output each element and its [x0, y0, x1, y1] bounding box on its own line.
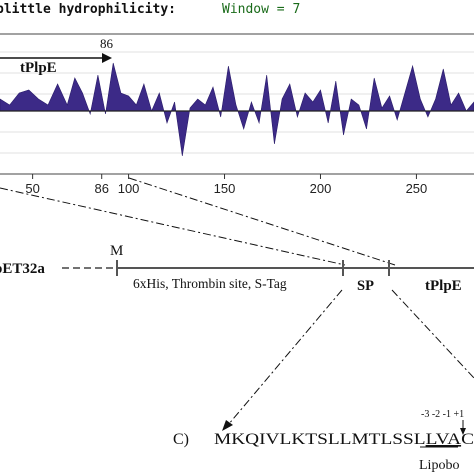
signal-peptide-label: SP: [357, 278, 374, 294]
x-tick-label: 50: [25, 181, 39, 196]
connector-sp-right: [391, 289, 474, 379]
lipobox-label: Lipobo: [419, 458, 459, 473]
tags-label: 6xHis, Thrombin site, S-Tag: [133, 276, 287, 291]
connector-sp-left: [227, 289, 343, 426]
connector-arrow-head: [222, 420, 233, 431]
window-label: Window = 7: [222, 2, 300, 17]
protein-label: tPlpE: [425, 278, 462, 294]
x-axis-ticks: 50 86 100 150 200 250: [25, 174, 427, 196]
sequence-underlined: LVA: [426, 431, 462, 448]
cleavage-arrow-head: [460, 428, 466, 435]
x-tick-label: 100: [118, 181, 140, 196]
construct-diagram: pET32a M 6xHis, Thrombin site, S-Tag SP …: [0, 243, 474, 294]
vector-label: pET32a: [0, 261, 45, 277]
region-label: tPlpE: [20, 60, 57, 76]
hydrophilicity-plot: 86 tPlpE 50 86 100 150 200 250: [0, 33, 474, 196]
hydrophilicity-area: [0, 62, 474, 157]
x-tick-label: 86: [94, 181, 108, 196]
plot-title: plittle hydrophilicity:: [0, 2, 176, 17]
connector-right: [128, 177, 396, 266]
connector-lines: [0, 177, 474, 426]
x-tick-label: 250: [406, 181, 428, 196]
cleavage-positions: -3 -2 -1 +1: [421, 409, 464, 420]
connector-left: [0, 187, 346, 266]
start-codon-label: M: [110, 243, 123, 259]
region-end-marker: 86: [100, 36, 114, 51]
signal-sequence: MKQIVLKTSLLMTLSSL LVA C: [214, 431, 474, 448]
region-arrow-head: [102, 53, 112, 63]
sequence-panel: C) MKQIVLKTSLLMTLSSL LVA C -3 -2 -1 +1 Lip…: [173, 409, 474, 473]
x-tick-label: 200: [310, 181, 332, 196]
panel-label: C): [173, 431, 189, 448]
x-tick-label: 150: [214, 181, 236, 196]
sequence-tail: C: [461, 431, 474, 448]
sequence-main: MKQIVLKTSLLMTLSSL: [214, 431, 426, 448]
